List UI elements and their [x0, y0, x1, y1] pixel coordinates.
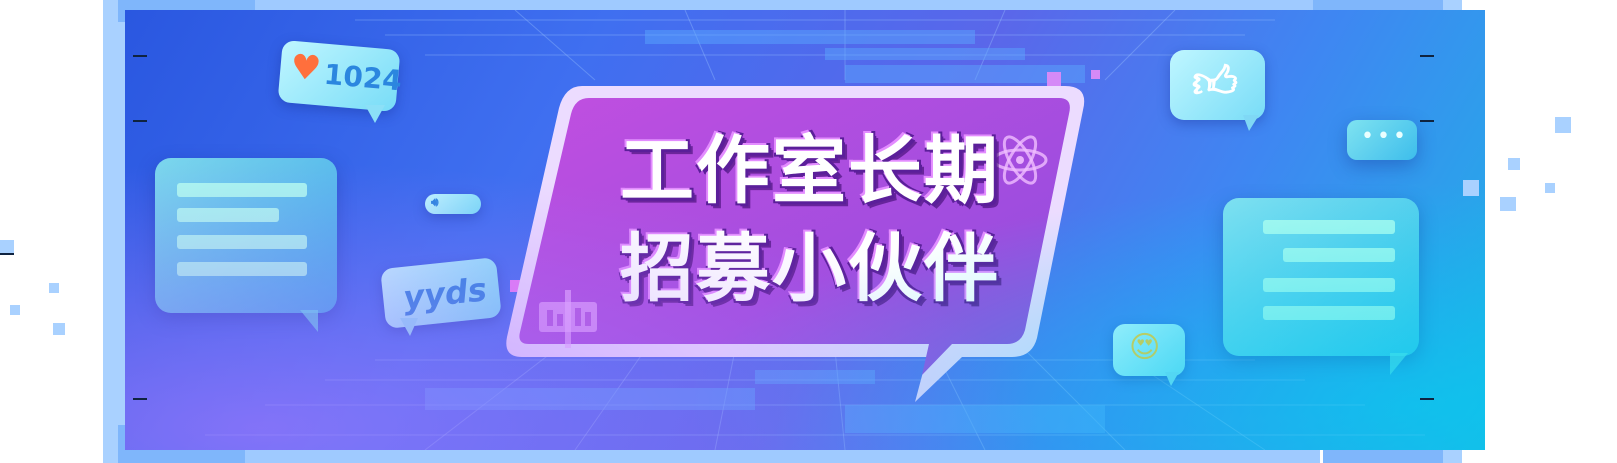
- voice-tag: 🔊︎: [425, 194, 481, 214]
- perspective-grid: [205, 10, 1425, 450]
- pink-pixel: [510, 280, 522, 292]
- pixel-square: [10, 305, 20, 315]
- like-tag-tail: [365, 105, 385, 123]
- speaker-icon: 🔊︎: [431, 195, 439, 209]
- frame-tick: [0, 253, 14, 255]
- frame-tick: [1420, 398, 1434, 400]
- chat-line: [1263, 278, 1395, 292]
- pixel-square: [0, 240, 14, 254]
- atom-icon: [992, 135, 1048, 185]
- headline-line-2: 招募小伙伴: [620, 226, 1000, 312]
- heart-icon: ♥: [288, 46, 323, 90]
- chat-card-left-tail: [300, 310, 318, 332]
- chat-line: [1263, 220, 1395, 234]
- chat-line: [177, 183, 307, 197]
- speech-bubble: [506, 86, 1085, 402]
- recruit-banner: ♥ 1024 🔊︎ yyds: [125, 10, 1485, 450]
- pixel-square: [49, 283, 59, 293]
- frame-tick: [133, 55, 147, 57]
- chat-line: [1283, 248, 1395, 262]
- thumbs-up-tag-tail: [1243, 115, 1259, 131]
- frame-tick: [133, 120, 147, 122]
- chat-line: [177, 262, 307, 276]
- headline-line-1: 工作室长期: [620, 128, 1000, 214]
- pink-pixel: [1047, 72, 1061, 86]
- thumbs-up-tag: 👍︎: [1170, 50, 1265, 120]
- chat-card-right-tail: [1390, 353, 1408, 375]
- emoji-tag-tail: [1165, 372, 1179, 386]
- chat-line: [177, 208, 279, 222]
- frame-tick: [1420, 120, 1434, 122]
- thumbs-up-icon: 👍︎: [1192, 57, 1238, 108]
- like-count: 1024: [322, 57, 404, 98]
- like-tag: ♥ 1024: [277, 39, 404, 113]
- frame-tick: [133, 398, 147, 400]
- pixel-square: [1545, 183, 1555, 193]
- pixel-square: [1555, 117, 1571, 133]
- pixel-square: [53, 323, 65, 335]
- building-icon: [539, 290, 597, 348]
- heart-eyes-emoji-icon: 😍︎: [1129, 330, 1161, 365]
- emoji-tag: 😍︎: [1113, 324, 1185, 376]
- chat-card-right: [1223, 198, 1419, 356]
- pink-pixel: [1091, 70, 1100, 79]
- ellipsis-icon: •••: [1361, 124, 1409, 149]
- typing-tag: •••: [1347, 120, 1417, 160]
- frame-tick: [1420, 55, 1434, 57]
- headline: 工作室长期 招募小伙伴: [610, 122, 1010, 318]
- chat-line: [1263, 306, 1395, 320]
- chat-card-left: [155, 158, 337, 313]
- yyds-tag-tail: [400, 318, 418, 336]
- pixel-square: [1508, 158, 1520, 170]
- yyds-tag: yyds: [380, 257, 502, 329]
- pixel-square: [1500, 197, 1516, 211]
- chat-line: [177, 235, 307, 249]
- yyds-text: yyds: [401, 270, 489, 317]
- pixel-square: [1463, 180, 1479, 196]
